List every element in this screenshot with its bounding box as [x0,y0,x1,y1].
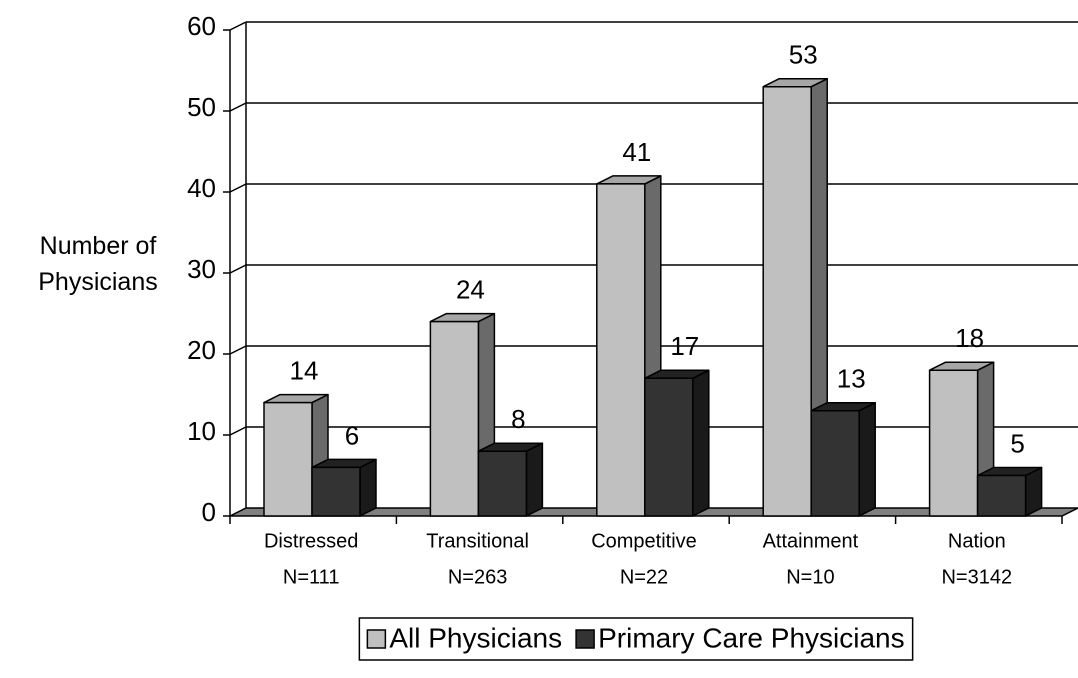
grid-line-side [229,426,247,436]
y-tick-label: 20 [187,335,216,365]
bar-front [810,409,860,517]
x-tick-label: Distressed [264,530,358,552]
value-label: 5 [1010,428,1024,458]
bar-side [858,401,876,517]
bar [311,458,377,517]
y-tick-label: 40 [187,173,216,203]
legend-label: Primary Care Physicians [598,622,905,653]
value-label: 41 [622,137,651,167]
x-tick-label: N=111 [283,566,340,588]
x-tick-label: N=22 [620,566,668,588]
bar-side [525,442,544,517]
value-label: 6 [345,420,359,450]
value-label: 13 [837,364,866,394]
bar-front [928,369,979,517]
x-tick-label: Attainment [763,530,859,552]
grid-line-side [229,183,247,193]
legend-box [358,617,914,661]
legend-label: All Physicians [389,622,562,653]
value-label: 14 [290,355,319,385]
bar-front [311,466,361,517]
grid-line [229,345,1078,355]
y-tick-label: 10 [187,416,216,446]
bar-front [644,377,694,517]
x-tick-label: Nation [948,530,1006,552]
bar [477,442,544,517]
grid-line-side [229,21,247,31]
bar-front [762,85,812,517]
value-label: 53 [789,40,818,70]
x-tick-label: N=10 [786,566,834,588]
bar-side [692,369,710,517]
grid-line [229,21,1078,31]
y-axis-label: Number of Physicians [38,232,158,296]
bar [976,466,1043,517]
bar [762,77,828,517]
grid-line-side [229,345,247,355]
x-tick-label: Transitional [426,530,529,552]
grid-line-side [229,264,247,274]
grid-line [229,102,1078,112]
legend: All Physicians Primary Care Physicians [358,617,914,661]
x-tick-label: N=3142 [941,566,1012,588]
bar [644,369,710,517]
value-label: 8 [511,404,525,434]
bar-side [359,458,377,517]
y-tick-label: 30 [187,254,216,284]
bar-front [429,320,480,517]
value-label: 17 [670,331,699,361]
bar-front [596,183,646,517]
x-tick-label: N=263 [448,566,508,588]
grid-line [229,183,1078,193]
grid-line [229,264,1078,274]
value-label: 24 [456,274,485,304]
y-tick-label: 60 [187,11,216,41]
x-tick-label: Competitive [591,530,697,552]
grid-line-side [229,102,247,112]
value-label: 18 [955,323,984,353]
legend-swatch [575,629,595,649]
bar-front [263,401,313,517]
bar [810,401,876,517]
y-tick-label: 0 [202,497,216,527]
y-tick-label: 50 [187,92,216,122]
legend-swatch [366,629,387,649]
bar-front [477,450,528,517]
bar-front [976,474,1027,517]
